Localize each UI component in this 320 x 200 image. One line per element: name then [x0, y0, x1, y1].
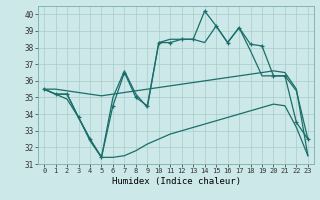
X-axis label: Humidex (Indice chaleur): Humidex (Indice chaleur) [111, 177, 241, 186]
